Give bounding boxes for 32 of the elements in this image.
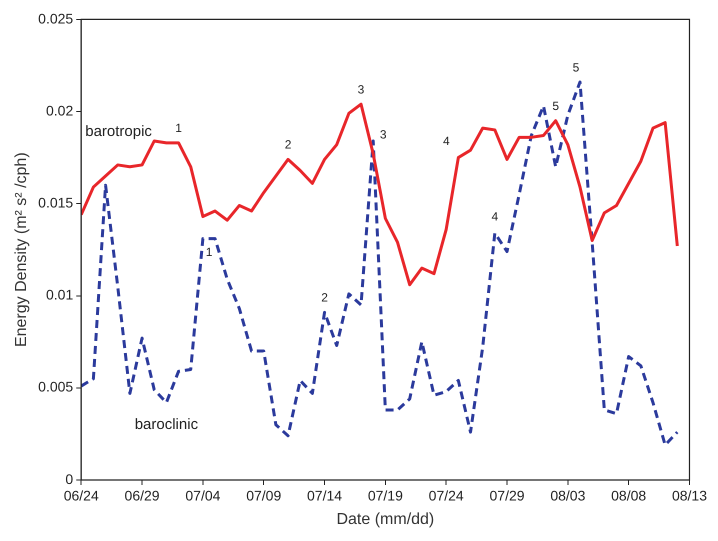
annotation: 4 xyxy=(492,209,498,224)
x-tick-label: 07/24 xyxy=(428,487,464,504)
x-axis-title: Date (mm/dd) xyxy=(336,510,434,528)
x-tick-label: 08/08 xyxy=(611,487,646,504)
x-tick-label: 06/29 xyxy=(124,487,160,504)
annotation: 2 xyxy=(284,138,292,152)
x-tick-label: 07/29 xyxy=(489,487,525,504)
y-tick-label: 0.005 xyxy=(38,378,74,395)
x-tick-label: 07/04 xyxy=(185,487,221,504)
x-tick-label: 08/03 xyxy=(550,487,586,504)
x-tick-label: 07/14 xyxy=(307,487,342,504)
series-label: baroclinic xyxy=(134,416,199,433)
annotation: 1 xyxy=(206,244,213,259)
annotation: 3 xyxy=(380,127,387,142)
y-tick-label: 0.015 xyxy=(38,194,74,210)
y-tick-label: 0.01 xyxy=(46,286,74,303)
annotation: 5 xyxy=(552,99,560,114)
y-tick-label: 0 xyxy=(65,470,74,487)
annotation: 1 xyxy=(175,121,182,136)
y-tick-label: 0.02 xyxy=(46,102,74,118)
y-tick-label: 0.025 xyxy=(38,10,74,26)
annotation: 5 xyxy=(572,60,580,74)
y-axis-title: Energy Density (m² s² /cph) xyxy=(13,152,30,348)
series-label: barotropic xyxy=(85,122,152,140)
annotation: 4 xyxy=(443,134,450,148)
annotation: 3 xyxy=(358,82,365,96)
x-tick-label: 08/13 xyxy=(672,487,708,504)
x-tick-label: 07/19 xyxy=(368,487,404,504)
line-series xyxy=(81,80,679,446)
x-tick-label: 06/24 xyxy=(64,487,99,504)
annotation: 2 xyxy=(321,290,328,305)
x-tick-label: 07/09 xyxy=(246,487,282,504)
